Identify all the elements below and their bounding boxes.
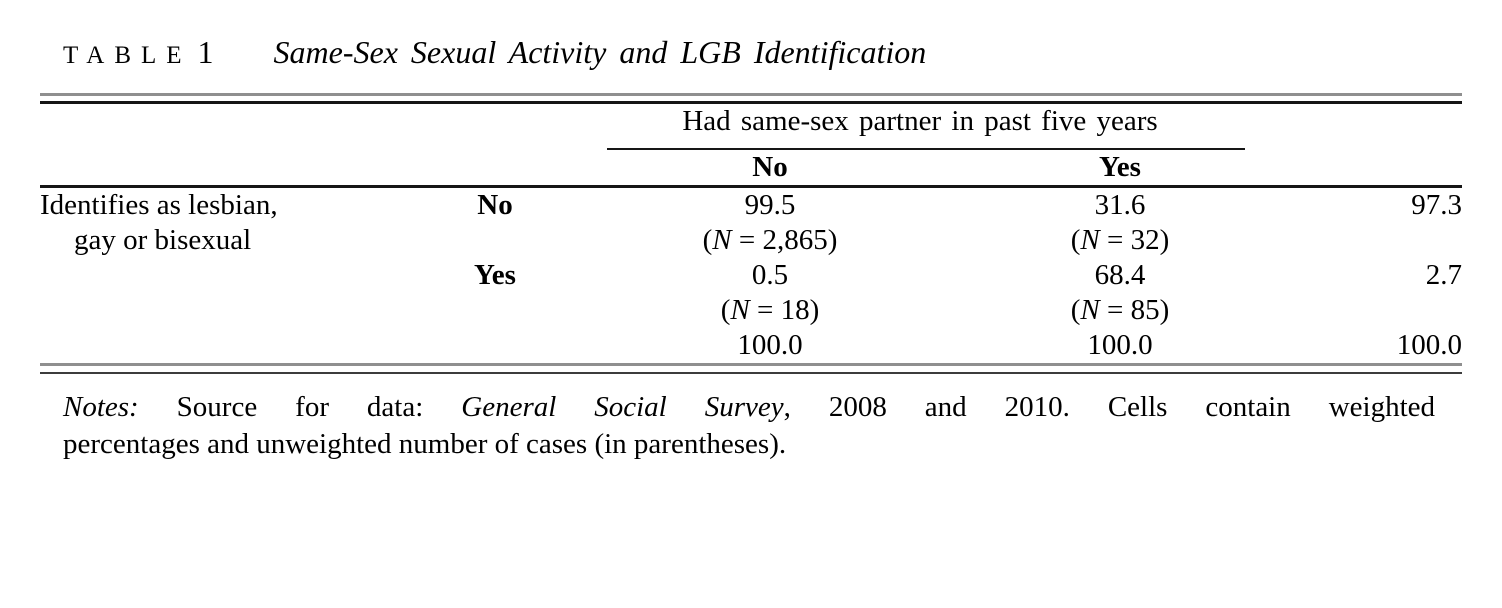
column-total-no: 100.0 — [737, 329, 803, 361]
n-value: = 32) — [1099, 224, 1170, 256]
notes-line-1: Notes: Source for data: General Social S… — [63, 389, 1435, 426]
cell-no-no-n: (N = 2,865) — [570, 223, 970, 258]
table-row: Identifies as lesbian, No 99.5 31.6 97.3 — [40, 187, 1462, 224]
n-value: = 18) — [749, 294, 820, 326]
bottom-double-rule — [40, 363, 1462, 374]
notes-source-name: General Social Survey — [461, 391, 784, 423]
paren-open: ( — [1070, 224, 1081, 256]
table-row: gay or bisexual (N = 2,865) (N = 32) — [40, 223, 1462, 258]
col-header-no: No — [752, 151, 788, 183]
column-header-row: No Yes — [40, 150, 1462, 187]
table-row: (N = 18) (N = 85) — [40, 293, 1462, 328]
notes-text-part2: , 2008 and 2010. Cells contain weighted — [783, 391, 1436, 423]
n-value: = 2,865) — [731, 224, 838, 256]
cell-yes-row-total: 2.7 — [1425, 259, 1462, 291]
n-value: = 85) — [1099, 294, 1170, 326]
table-row: Yes 0.5 68.4 2.7 — [40, 258, 1462, 293]
paren-open: ( — [702, 224, 713, 256]
row-group-label-line1: Identifies as lesbian, — [40, 189, 278, 221]
notes-line-2: percentages and unweighted number of cas… — [63, 428, 787, 460]
spanner-header: Had same-sex partner in past five years — [682, 105, 1158, 137]
row-label-yes: Yes — [474, 259, 516, 291]
top-double-rule — [40, 93, 1462, 104]
cell-no-yes-percent: 0.5 — [751, 259, 789, 291]
cell-yes-no-n: (N = 32) — [970, 223, 1270, 258]
cell-yes-yes-percent: 68.4 — [1094, 259, 1146, 291]
notes-label: Notes: — [63, 391, 139, 423]
col-header-yes: Yes — [1099, 151, 1141, 183]
crosstab-table: Had same-sex partner in past five years … — [40, 104, 1462, 363]
totals-row: 100.0 100.0 100.0 — [40, 328, 1462, 363]
paren-open: ( — [1070, 294, 1081, 326]
n-symbol: N — [1080, 224, 1100, 256]
paren-open: ( — [720, 294, 731, 326]
row-group-label-line2: gay or bisexual — [74, 224, 252, 256]
cell-yes-yes-n: (N = 85) — [970, 293, 1270, 328]
column-total-yes: 100.0 — [1087, 329, 1153, 361]
table-notes: Notes: Source for data: General Social S… — [40, 389, 1462, 463]
n-symbol: N — [730, 294, 750, 326]
table-number: 1 — [197, 34, 214, 70]
spanner-row: Had same-sex partner in past five years — [40, 104, 1462, 150]
cell-no-row-total: 97.3 — [1411, 189, 1462, 221]
spanner-rule — [607, 148, 1245, 150]
cell-yes-no-percent: 31.6 — [1094, 189, 1146, 221]
table-label: TABLE — [63, 42, 192, 69]
table-caption: Same-Sex Sexual Activity and LGB Identif… — [273, 34, 927, 70]
row-label-no: No — [477, 189, 513, 221]
notes-text-part1: Source for data: — [138, 391, 462, 423]
n-symbol: N — [1080, 294, 1100, 326]
n-symbol: N — [712, 224, 732, 256]
grand-total: 100.0 — [1396, 329, 1462, 361]
cell-no-no-percent: 99.5 — [744, 189, 796, 221]
spanner-cell: Had same-sex partner in past five years — [570, 104, 1270, 150]
cell-no-yes-n: (N = 18) — [570, 293, 970, 328]
table-title: TABLE 1 Same-Sex Sexual Activity and LGB I… — [40, 33, 1462, 75]
